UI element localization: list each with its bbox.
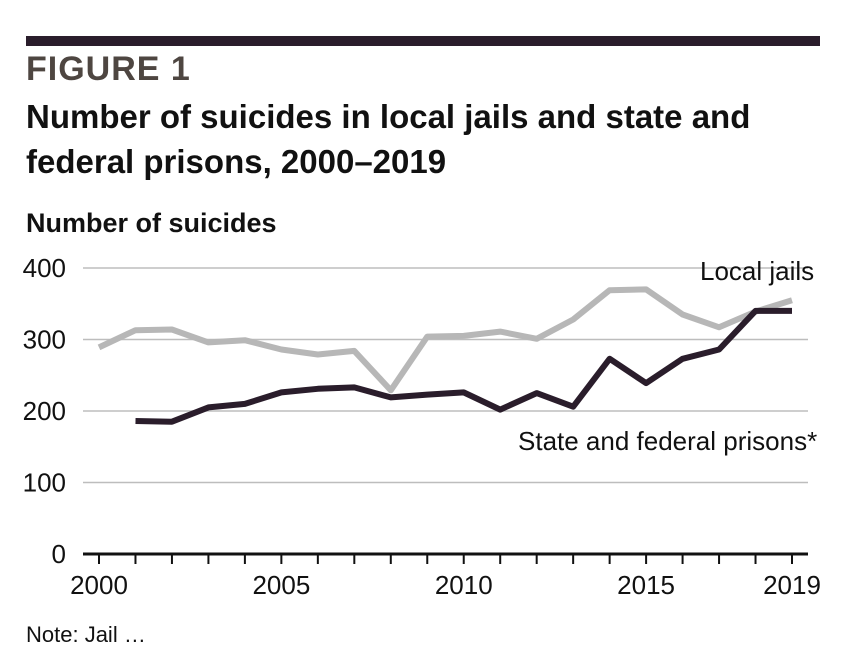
y-tick-label: 400 [23, 253, 66, 283]
x-tick-label: 2015 [617, 570, 675, 600]
x-tick-label: 2005 [252, 570, 310, 600]
y-tick-label: 200 [23, 396, 66, 426]
x-tick-label: 2010 [435, 570, 493, 600]
x-tick-label: 2000 [70, 570, 128, 600]
y-tick-label: 300 [23, 325, 66, 355]
chart-title: Number of suicides in local jails and st… [26, 98, 751, 180]
x-tick-label: 2019 [763, 570, 821, 600]
series-label-prisons: State and federal prisons* [518, 426, 817, 456]
top-rule [26, 36, 820, 46]
y-tick-label: 0 [52, 539, 66, 569]
series-line-prisons [135, 307, 792, 425]
footnote: Note: Jail … [26, 622, 146, 647]
figure-label: FIGURE 1 [26, 50, 191, 88]
y-tick-label: 100 [23, 468, 66, 498]
series-line-local-jails [97, 286, 793, 394]
series-label-local-jails: Local jails [700, 256, 814, 286]
y-axis-title: Number of suicides [26, 208, 277, 238]
line-chart: Number of suicides 0 100 200 300 400 2000 200… [23, 208, 821, 600]
